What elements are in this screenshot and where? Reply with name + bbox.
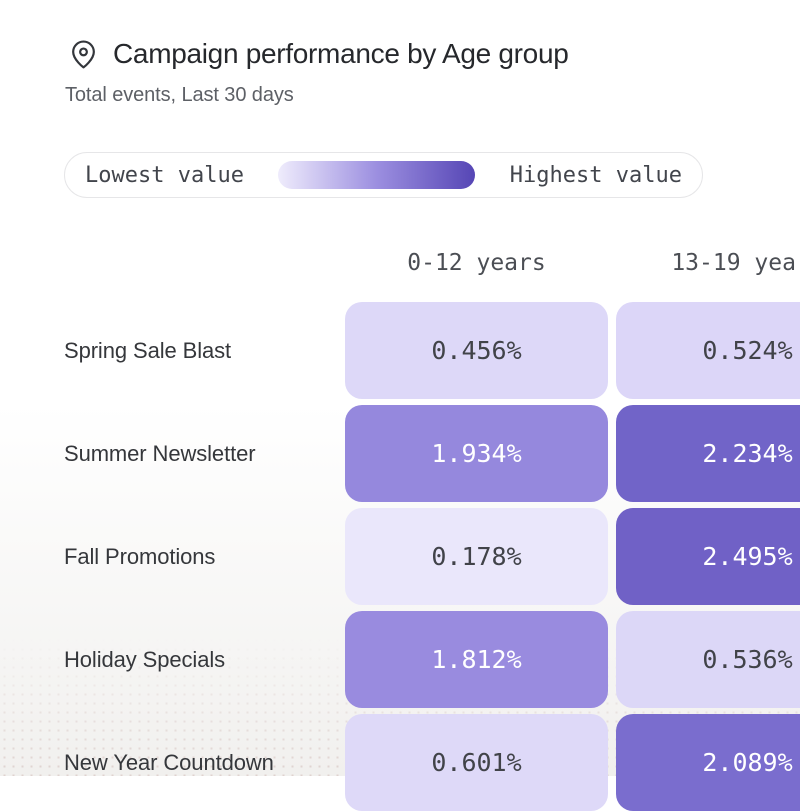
column-headers-row: 0-12 years 13-19 years	[64, 250, 800, 276]
legend-low-label: Lowest value	[85, 162, 244, 188]
chart-subtitle: Total events, Last 30 days	[65, 84, 294, 106]
heatmap-cell[interactable]: 0.178%	[345, 508, 608, 605]
chart-header: Campaign performance by Age group	[68, 38, 569, 70]
heatmap-cell[interactable]: 0.536%	[616, 611, 800, 708]
heatmap-cell[interactable]: 0.456%	[345, 302, 608, 399]
column-header-spacer	[64, 250, 337, 276]
heatmap-cell[interactable]: 0.601%	[345, 714, 608, 811]
heatmap-cell[interactable]: 2.495%	[616, 508, 800, 605]
heatmap-grid: Spring Sale Blast 0.456% 0.524% Summer News…	[64, 302, 800, 811]
column-header: 13-19 years	[671, 250, 800, 276]
legend-gradient-bar	[278, 161, 476, 189]
heatmap-cell[interactable]: 1.934%	[345, 405, 608, 502]
color-scale-legend: Lowest value Highest value	[64, 152, 703, 198]
map-pin-icon	[68, 39, 99, 70]
row-label: Holiday Specials	[64, 646, 226, 672]
row-label: Spring Sale Blast	[64, 337, 232, 363]
heatmap-widget: Campaign performance by Age group Total …	[64, 38, 800, 811]
heatmap-cell[interactable]: 2.234%	[616, 405, 800, 502]
row-label: Summer Newsletter	[64, 440, 256, 466]
heatmap-cell[interactable]: 1.812%	[345, 611, 608, 708]
heatmap-cell[interactable]: 0.524%	[616, 302, 800, 399]
row-label: New Year Countdown	[64, 749, 274, 775]
heatmap-cell[interactable]: 2.089%	[616, 714, 800, 811]
legend-high-label: Highest value	[509, 162, 682, 188]
row-label: Fall Promotions	[64, 543, 216, 569]
page-title: Campaign performance by Age group	[113, 38, 569, 69]
column-header: 0-12 years	[407, 250, 546, 276]
